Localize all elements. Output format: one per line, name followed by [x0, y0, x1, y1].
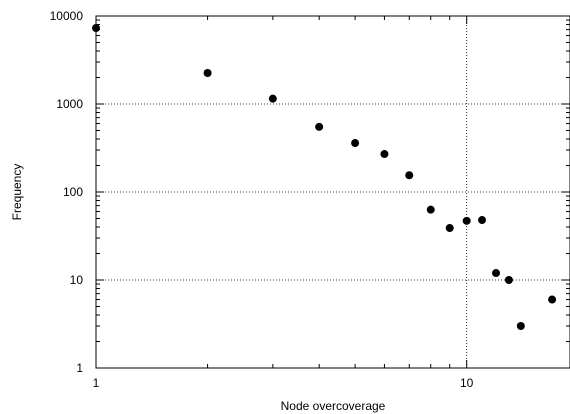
y-tick-label: 100: [63, 185, 83, 199]
data-point: [380, 150, 389, 159]
x-axis-label: Node overcoverage: [281, 399, 386, 413]
data-point: [516, 322, 525, 331]
grid-lines: [96, 16, 570, 368]
y-tick-label: 10000: [50, 9, 84, 23]
y-tick-labels: 1 10 100 1000 10000: [50, 9, 84, 375]
plot-frame: [95, 15, 570, 369]
x-tick-label: 10: [460, 376, 474, 390]
data-points: [92, 24, 557, 331]
data-point: [92, 24, 100, 33]
y-tick-label: 1: [76, 361, 83, 375]
data-point: [426, 205, 435, 214]
y-tick-label: 1000: [56, 97, 83, 111]
data-point: [405, 171, 414, 180]
data-point: [492, 269, 501, 278]
data-point: [504, 276, 513, 284]
data-point: [351, 139, 360, 148]
data-point: [548, 295, 557, 304]
data-point: [315, 122, 324, 131]
y-tick-label: 10: [70, 273, 84, 287]
data-point: [462, 216, 471, 225]
y-axis-label: Frequency: [10, 164, 24, 221]
data-point: [478, 216, 487, 225]
data-point: [445, 223, 454, 232]
data-point: [203, 69, 212, 78]
x-tick-label: 1: [93, 376, 100, 390]
data-point: [268, 94, 277, 103]
x-tick-labels: 1 10: [93, 376, 474, 390]
